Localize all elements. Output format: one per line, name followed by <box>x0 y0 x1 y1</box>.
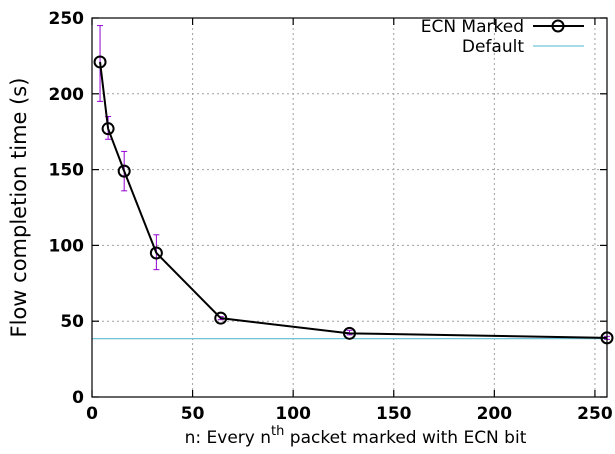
x-axis-title: n: Every nth packet marked with ECN bit <box>185 424 527 448</box>
y-tick-label: 250 <box>49 9 85 29</box>
ecn-marked-line <box>99 61 608 339</box>
legend-marker-ecn-marked <box>551 19 565 33</box>
ecn-marked-point <box>117 164 131 178</box>
x-tick-label: 150 <box>376 404 412 424</box>
x-axis-title-suffix: packet marked with ECN bit <box>284 428 526 448</box>
x-axis-title-prefix: n: Every n <box>185 428 271 448</box>
plot-frame <box>91 17 608 398</box>
x-axis-title-superscript: th <box>271 424 284 439</box>
x-tick-label: 50 <box>181 404 205 424</box>
x-tick-label: 250 <box>577 404 613 424</box>
y-tick-label: 0 <box>72 388 84 408</box>
ecn-marked-point <box>214 311 228 325</box>
ecn-marked-point <box>93 55 107 69</box>
ecn-marked-point <box>343 326 356 340</box>
x-tick-label: 200 <box>477 404 513 424</box>
legend-label-default: Default <box>462 37 524 57</box>
y-tick-label: 50 <box>60 312 84 332</box>
legend-label-ecn-marked: ECN Marked <box>421 17 524 37</box>
legend: ECN Marked Default <box>421 17 584 57</box>
x-tick-label: 100 <box>275 404 311 424</box>
y-axis-title: Flow completion time (s) <box>7 78 31 338</box>
ecn-marked-point <box>149 246 163 260</box>
y-tick-label: 150 <box>49 161 85 181</box>
x-tick-label: 0 <box>86 404 98 424</box>
axis-ticks: 0 50 100 150 200 250 0 50 100 150 200 250 <box>49 9 613 424</box>
ecn-marked-point <box>101 122 115 136</box>
y-tick-label: 200 <box>49 85 85 105</box>
y-tick-label: 100 <box>49 236 85 256</box>
